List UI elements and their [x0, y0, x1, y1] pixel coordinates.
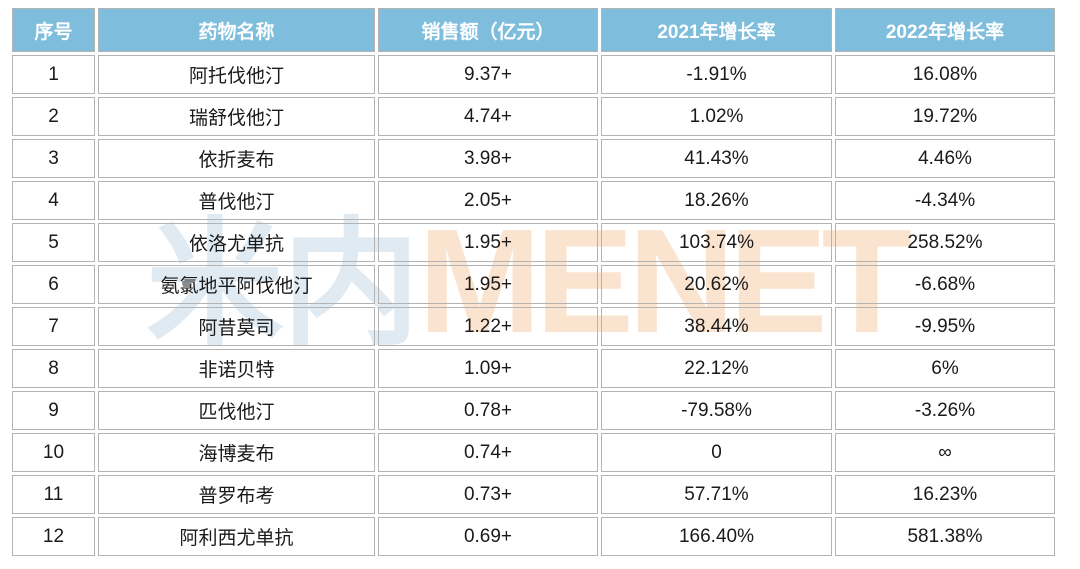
- table-cell-sales: 0.78+: [378, 391, 598, 430]
- table-row: 3 依折麦布 3.98+ 41.43% 4.46%: [12, 139, 1055, 178]
- drug-sales-table-wrapper: 序号 药物名称 销售额（亿元） 2021年增长率 2022年增长率 1 阿托伐他汀 9.37…: [9, 5, 1058, 559]
- table-cell-growth2022: -4.34%: [835, 181, 1055, 220]
- table-cell-growth2022: 6%: [835, 349, 1055, 388]
- table-cell-name: 海博麦布: [98, 433, 375, 472]
- table-cell-index: 9: [12, 391, 95, 430]
- table-cell-index: 4: [12, 181, 95, 220]
- table-cell-index: 1: [12, 55, 95, 94]
- table-cell-name: 阿昔莫司: [98, 307, 375, 346]
- table-cell-growth2022: 19.72%: [835, 97, 1055, 136]
- table-row: 11 普罗布考 0.73+ 57.71% 16.23%: [12, 475, 1055, 514]
- table-row: 5 依洛尤单抗 1.95+ 103.74% 258.52%: [12, 223, 1055, 262]
- table-cell-name: 非诺贝特: [98, 349, 375, 388]
- table-cell-growth2022: 4.46%: [835, 139, 1055, 178]
- table-cell-name: 瑞舒伐他汀: [98, 97, 375, 136]
- table-cell-sales: 1.22+: [378, 307, 598, 346]
- column-header-growth2021: 2021年增长率: [601, 8, 832, 52]
- table-cell-growth2022: -9.95%: [835, 307, 1055, 346]
- table-cell-name: 普伐他汀: [98, 181, 375, 220]
- column-header-sales: 销售额（亿元）: [378, 8, 598, 52]
- column-header-name: 药物名称: [98, 8, 375, 52]
- table-row: 9 匹伐他汀 0.78+ -79.58% -3.26%: [12, 391, 1055, 430]
- table-row: 7 阿昔莫司 1.22+ 38.44% -9.95%: [12, 307, 1055, 346]
- table-cell-growth2022: -6.68%: [835, 265, 1055, 304]
- header-row: 序号 药物名称 销售额（亿元） 2021年增长率 2022年增长率: [12, 8, 1055, 52]
- table-cell-sales: 9.37+: [378, 55, 598, 94]
- table-row: 12 阿利西尤单抗 0.69+ 166.40% 581.38%: [12, 517, 1055, 556]
- table-cell-name: 匹伐他汀: [98, 391, 375, 430]
- table-cell-name: 阿托伐他汀: [98, 55, 375, 94]
- table-cell-sales: 1.09+: [378, 349, 598, 388]
- table-cell-name: 氨氯地平阿伐他汀: [98, 265, 375, 304]
- drug-sales-growth-table: 序号 药物名称 销售额（亿元） 2021年增长率 2022年增长率 1 阿托伐他汀 9.37…: [9, 5, 1058, 559]
- table-cell-growth2021: 166.40%: [601, 517, 832, 556]
- column-header-growth2022: 2022年增长率: [835, 8, 1055, 52]
- table-row: 10 海博麦布 0.74+ 0 ∞: [12, 433, 1055, 472]
- table-cell-index: 11: [12, 475, 95, 514]
- table-row: 8 非诺贝特 1.09+ 22.12% 6%: [12, 349, 1055, 388]
- table-cell-growth2021: 103.74%: [601, 223, 832, 262]
- table-cell-sales: 4.74+: [378, 97, 598, 136]
- table-cell-sales: 1.95+: [378, 223, 598, 262]
- table-cell-growth2022: 258.52%: [835, 223, 1055, 262]
- table-cell-growth2021: 0: [601, 433, 832, 472]
- table-cell-growth2022: 581.38%: [835, 517, 1055, 556]
- table-cell-growth2022: 16.08%: [835, 55, 1055, 94]
- table-cell-growth2022: 16.23%: [835, 475, 1055, 514]
- table-cell-growth2021: 38.44%: [601, 307, 832, 346]
- table-cell-sales: 0.73+: [378, 475, 598, 514]
- table-cell-index: 12: [12, 517, 95, 556]
- table-cell-index: 7: [12, 307, 95, 346]
- table-cell-index: 10: [12, 433, 95, 472]
- table-cell-name: 依折麦布: [98, 139, 375, 178]
- table-row: 2 瑞舒伐他汀 4.74+ 1.02% 19.72%: [12, 97, 1055, 136]
- table-cell-growth2021: 41.43%: [601, 139, 832, 178]
- table-cell-sales: 1.95+: [378, 265, 598, 304]
- table-body: 1 阿托伐他汀 9.37+ -1.91% 16.08% 2 瑞舒伐他汀 4.74+ 1.02% 1…: [12, 55, 1055, 556]
- table-cell-index: 5: [12, 223, 95, 262]
- table-cell-growth2021: 22.12%: [601, 349, 832, 388]
- table-row: 4 普伐他汀 2.05+ 18.26% -4.34%: [12, 181, 1055, 220]
- table-cell-name: 普罗布考: [98, 475, 375, 514]
- table-cell-growth2021: 1.02%: [601, 97, 832, 136]
- table-header: 序号 药物名称 销售额（亿元） 2021年增长率 2022年增长率: [12, 8, 1055, 52]
- table-cell-growth2021: 20.62%: [601, 265, 832, 304]
- table-cell-sales: 0.69+: [378, 517, 598, 556]
- table-cell-growth2021: -1.91%: [601, 55, 832, 94]
- table-cell-sales: 2.05+: [378, 181, 598, 220]
- table-cell-growth2022: ∞: [835, 433, 1055, 472]
- table-cell-growth2021: 57.71%: [601, 475, 832, 514]
- table-cell-index: 6: [12, 265, 95, 304]
- table-cell-sales: 0.74+: [378, 433, 598, 472]
- column-header-index: 序号: [12, 8, 95, 52]
- table-cell-growth2022: -3.26%: [835, 391, 1055, 430]
- table-cell-sales: 3.98+: [378, 139, 598, 178]
- table-cell-name: 阿利西尤单抗: [98, 517, 375, 556]
- table-cell-index: 2: [12, 97, 95, 136]
- table-cell-index: 3: [12, 139, 95, 178]
- table-cell-index: 8: [12, 349, 95, 388]
- table-cell-growth2021: -79.58%: [601, 391, 832, 430]
- table-row: 6 氨氯地平阿伐他汀 1.95+ 20.62% -6.68%: [12, 265, 1055, 304]
- table-cell-growth2021: 18.26%: [601, 181, 832, 220]
- table-cell-name: 依洛尤单抗: [98, 223, 375, 262]
- table-row: 1 阿托伐他汀 9.37+ -1.91% 16.08%: [12, 55, 1055, 94]
